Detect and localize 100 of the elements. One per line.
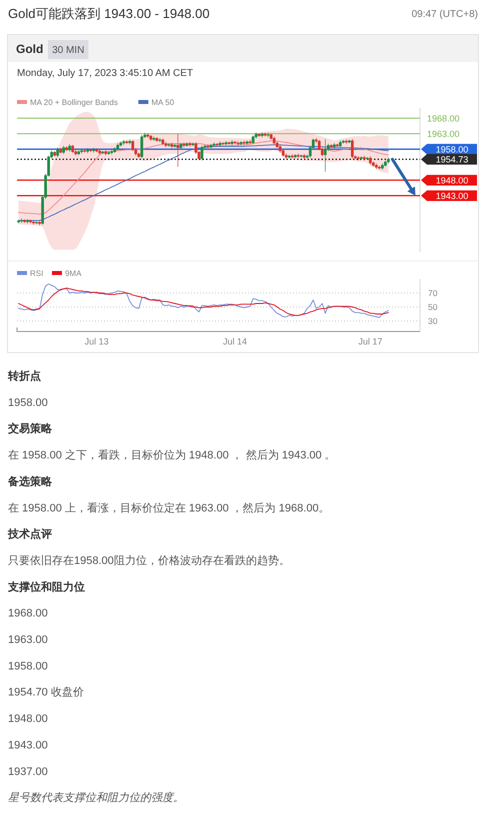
candlestick [71, 144, 74, 154]
candlestick [360, 156, 363, 160]
candlestick [107, 151, 110, 156]
candlestick [95, 148, 98, 153]
candlestick [381, 163, 384, 170]
candlestick [182, 142, 186, 148]
text: 1968.00 [8, 608, 48, 620]
candlestick [155, 136, 158, 142]
text: 1958.00 [8, 396, 48, 409]
legend-label: 9MA [64, 268, 82, 278]
candlestick [236, 140, 240, 146]
text: 在 1958.00 之下，看跌，目标价位为 1948.00 ， 然后为 1943.00 。 [8, 448, 336, 462]
candlestick [86, 148, 90, 154]
x-tick-label: Jul 17 [358, 336, 382, 346]
text: 技术点评 [7, 528, 52, 541]
candlestick [344, 138, 348, 144]
candlestick [59, 148, 62, 154]
candlestick [89, 148, 92, 152]
candlestick [294, 154, 297, 158]
text: 支撑位和阻力位 [7, 580, 85, 594]
candlestick [180, 142, 182, 150]
candlestick [363, 155, 366, 161]
candlestick [176, 133, 180, 168]
candlestick [98, 148, 102, 156]
candlestick [375, 163, 378, 170]
text: 转折点 [7, 370, 41, 382]
candlestick [170, 142, 174, 149]
candlestick [284, 153, 288, 160]
text: 1963.00 [8, 634, 48, 646]
candlestick [336, 143, 339, 148]
candlestick [282, 149, 285, 157]
candlestick [146, 132, 150, 138]
text: 09:47 (UTC+8) [412, 9, 478, 20]
candlestick [260, 132, 264, 138]
candlestick [332, 142, 336, 149]
candlestick [17, 219, 20, 224]
candlestick [290, 154, 294, 160]
candlestick [356, 156, 360, 161]
ref-line-label: 1963.00 [427, 128, 460, 139]
candlestick [152, 136, 156, 142]
text: 在 1958.00 上，看涨，目标价位定在 1963.00 ，然后为 1968.00。 [8, 501, 330, 514]
candlestick [83, 149, 86, 153]
candlestick [53, 150, 56, 157]
candlestick [266, 132, 270, 138]
text: 1954.70 收盘价 [8, 686, 84, 699]
candlestick [125, 140, 128, 144]
candlestick [350, 138, 354, 159]
candlestick [242, 140, 246, 146]
candlestick [80, 148, 84, 154]
candlestick [104, 150, 108, 156]
candlestick [128, 139, 132, 145]
candlestick [369, 156, 372, 165]
candlestick [164, 141, 168, 148]
candlestick [342, 140, 345, 144]
candlestick [302, 154, 306, 160]
candlestick [38, 220, 41, 226]
text: 30 MIN [52, 45, 84, 56]
candlestick [101, 150, 104, 154]
y-tick-label: 30 [428, 316, 438, 326]
legend-label: MA 20 + Bollinger Bands [30, 98, 118, 107]
candlestick [278, 144, 282, 153]
candlestick [206, 144, 210, 150]
ref-line-label: 1943.00 [436, 190, 468, 201]
candlestick [324, 138, 327, 172]
candlestick [137, 152, 140, 158]
candlestick [23, 218, 26, 224]
candlestick [68, 144, 71, 152]
candlestick [29, 219, 32, 224]
candlestick [77, 150, 80, 156]
candlestick [131, 140, 134, 152]
candlestick [234, 140, 236, 145]
candlestick [272, 136, 276, 146]
candlestick [140, 134, 144, 159]
legend-label: MA 50 [151, 98, 175, 107]
candlestick [162, 138, 164, 146]
candlestick [158, 138, 162, 143]
ref-line-label: 1954.73 [436, 154, 468, 164]
candlestick [212, 142, 216, 148]
text: 1948.00 [8, 713, 48, 726]
candlestick [366, 156, 369, 160]
candlestick [387, 157, 390, 164]
candlestick [384, 160, 387, 167]
y-tick-label: 50 [428, 302, 438, 312]
x-tick-label: Jul 14 [223, 336, 248, 346]
candlestick [119, 141, 122, 147]
text: 1958.00 [8, 660, 48, 672]
candlestick [296, 153, 300, 158]
ref-line-label: 1948.00 [436, 175, 468, 186]
text: 备选策略 [7, 474, 53, 488]
candlestick [113, 147, 116, 154]
candlestick [246, 140, 248, 145]
candlestick [224, 140, 228, 146]
text: 1943.00 [8, 739, 48, 752]
candlestick [35, 220, 38, 224]
chart-title: Gold可能跌落到 1943.00 - 1948.00 [8, 6, 210, 21]
text: 只要依旧存在1958.00阻力位，价格波动存在看跌的趋势。 [8, 554, 290, 567]
legend-label: RSI [30, 268, 44, 278]
candlestick [216, 142, 218, 146]
candlestick [222, 142, 224, 146]
candlestick [188, 141, 192, 148]
